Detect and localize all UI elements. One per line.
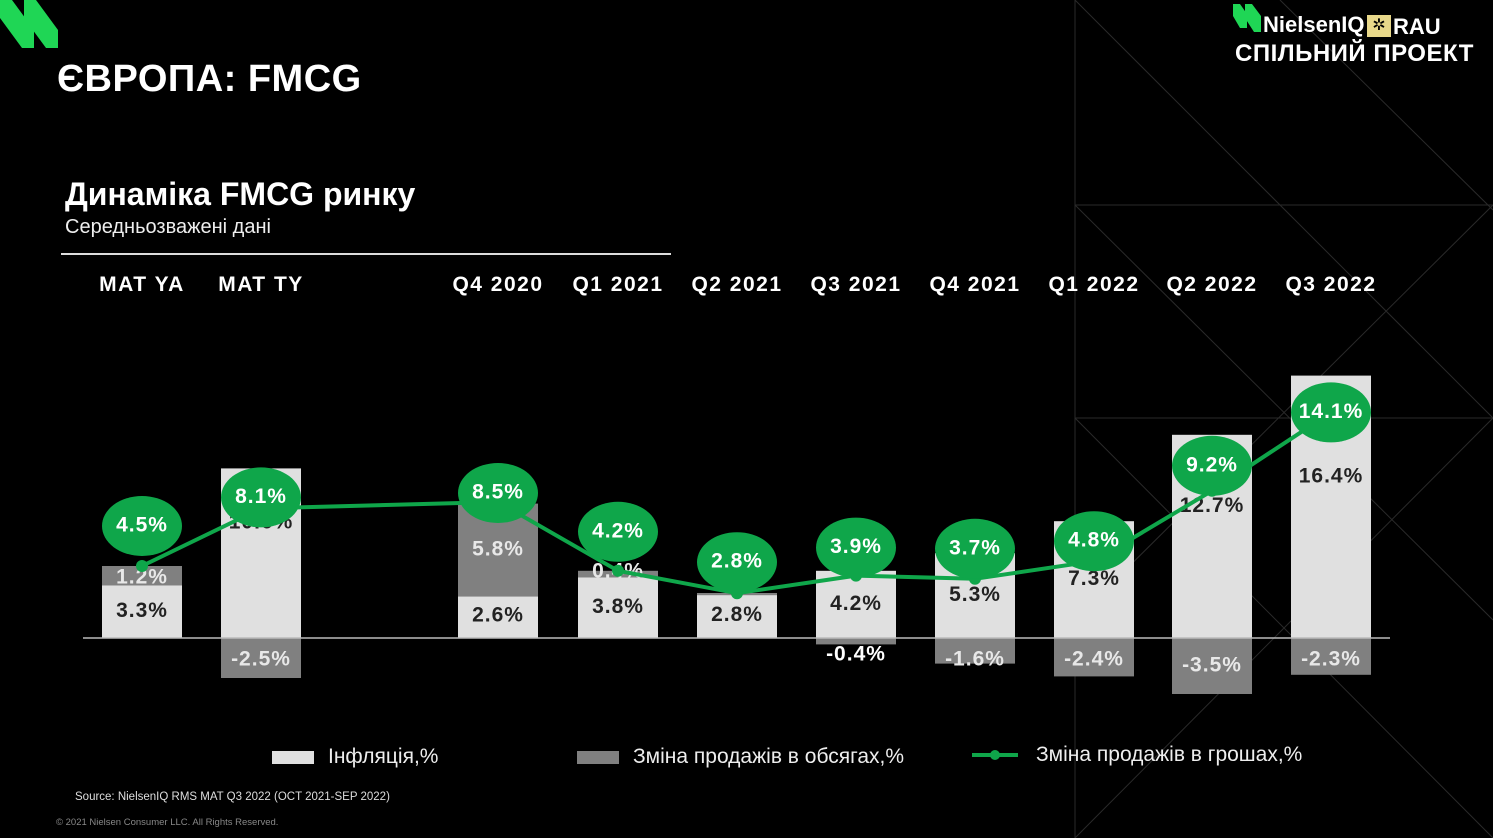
money-bubble [221, 467, 301, 528]
volume-bar [102, 566, 182, 586]
logo-brand: NielsenIQ [1263, 12, 1365, 37]
money-label: 9.2% [1186, 453, 1238, 476]
legend-inflation: Інфляція,% [272, 745, 438, 769]
legend-line-icon [972, 750, 1018, 760]
legend-volume: Зміна продажів в обсягах,% [577, 745, 904, 769]
money-label: 14.1% [1299, 400, 1364, 423]
volume-label: -0.4% [826, 643, 886, 666]
legend-label: Зміна продажів в грошах,% [1036, 743, 1303, 766]
money-label: 3.7% [949, 536, 1001, 559]
money-label: 4.5% [116, 514, 168, 537]
volume-label: -2.4% [1064, 648, 1124, 671]
volume-bar [935, 638, 1015, 664]
inflation-label: 7.3% [1068, 567, 1120, 590]
copyright: © 2021 Nielsen Consumer LLC. All Rights … [56, 817, 279, 828]
volume-bar [816, 638, 896, 645]
money-line [141, 410, 1333, 596]
volume-label: -3.5% [1182, 654, 1242, 677]
inflation-bar [697, 593, 777, 638]
money-bubble [102, 496, 182, 556]
money-point [136, 560, 148, 572]
logo-partner: RAU [1393, 14, 1441, 39]
legend-label: Інфляція,% [328, 745, 439, 768]
category-label: Q2 2021 [691, 273, 783, 296]
money-bubble [816, 517, 896, 578]
partner-logo: NielsenIQ ✲ RAU СПІЛЬНИЙ ПРОЕКТ [1227, 2, 1489, 67]
inflation-bar [816, 570, 896, 638]
volume-label: -2.3% [1301, 648, 1361, 671]
inflation-label: 4.2% [830, 592, 882, 615]
money-label: 8.5% [472, 481, 524, 504]
legend-value: Зміна продажів в грошах,% [972, 743, 1302, 767]
category-label: Q1 2022 [1048, 273, 1140, 296]
money-bubble [578, 501, 658, 562]
volume-bar [1291, 638, 1371, 675]
title-divider [61, 253, 671, 255]
money-bubble [1054, 511, 1134, 572]
volume-bar [1172, 638, 1252, 694]
money-bubble [1291, 382, 1371, 443]
money-bubble [935, 518, 1015, 579]
money-bubble [458, 463, 538, 523]
chart-subtitle: Середньозважені дані [65, 216, 271, 238]
inflation-label: 3.8% [592, 595, 644, 618]
category-label: MAT TY [218, 273, 304, 296]
nielseniq-logo-icon [1233, 4, 1261, 32]
legend-label: Зміна продажів в обсягах,% [633, 745, 905, 768]
chart-title: Динаміка FMCG ринку [65, 176, 416, 212]
legend-swatch-volume [577, 750, 619, 764]
rau-star-icon: ✲ [1367, 15, 1391, 37]
money-label: 4.2% [592, 519, 644, 542]
category-label: Q3 2022 [1285, 273, 1377, 296]
inflation-label: 5.3% [949, 583, 1001, 606]
inflation-label: 3.3% [116, 599, 168, 622]
volume-label: 5.8% [472, 538, 524, 561]
category-label: Q4 2021 [929, 273, 1021, 296]
category-label: MAT YA [99, 273, 185, 296]
source-note: Source: NielsenIQ RMS MAT Q3 2022 (OCT 2… [75, 791, 390, 803]
inflation-label: 2.6% [472, 604, 524, 627]
category-label: Q4 2020 [452, 273, 544, 296]
volume-label: 1.2% [116, 566, 168, 589]
page-title: ЄВРОПА: FMCG [57, 58, 362, 100]
volume-label: -2.5% [231, 648, 291, 671]
category-label: Q3 2021 [810, 273, 902, 296]
volume-bar [221, 638, 301, 678]
money-bubble [697, 532, 777, 593]
legend-swatch-inflation [272, 750, 314, 764]
volume-label: -1.6% [945, 648, 1005, 671]
category-label: Q1 2021 [572, 273, 664, 296]
money-label: 4.8% [1068, 529, 1120, 552]
inflation-bar [102, 585, 182, 638]
inflation-bar [458, 596, 538, 638]
money-label: 2.8% [711, 550, 763, 573]
nielseniq-corner-logo [0, 0, 58, 48]
volume-bar [1054, 638, 1134, 677]
money-bubble [1172, 435, 1252, 496]
inflation-bar [578, 577, 658, 638]
money-point [612, 564, 624, 577]
money-label: 3.9% [830, 535, 882, 558]
category-label: Q2 2022 [1166, 273, 1258, 296]
inflation-label: 16.4% [1299, 464, 1364, 487]
inflation-label: 2.8% [711, 603, 763, 626]
money-label: 8.1% [235, 485, 287, 508]
logo-tagline: СПІЛЬНИЙ ПРОЕКТ [1235, 40, 1474, 67]
